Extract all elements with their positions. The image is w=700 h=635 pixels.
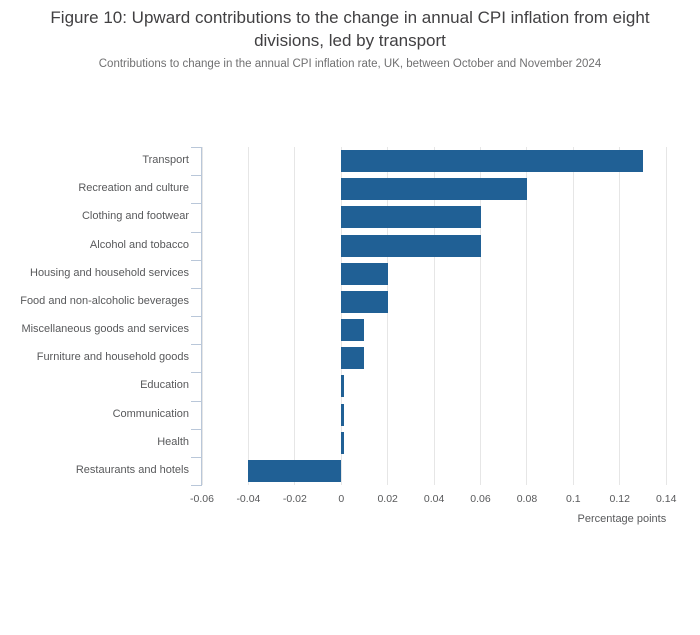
category-label: Furniture and household goods — [36, 351, 189, 364]
category-label: Education — [140, 379, 189, 392]
y-axis-tick — [191, 372, 201, 374]
bar[interactable] — [341, 206, 481, 229]
y-axis-tick — [191, 456, 201, 458]
y-axis-tick — [191, 287, 201, 289]
x-tick-label: 0.06 — [470, 493, 491, 505]
gridline — [480, 147, 482, 485]
y-axis-tick — [191, 203, 201, 205]
bar[interactable] — [341, 403, 344, 426]
gridline — [201, 147, 203, 485]
x-axis-title: Percentage points — [577, 513, 667, 525]
gridline — [433, 147, 435, 485]
x-tick-label: -0.04 — [236, 493, 261, 505]
y-axis-tick — [191, 175, 201, 177]
x-tick-label: 0.14 — [655, 493, 677, 505]
gridline — [387, 147, 389, 485]
gridline — [665, 147, 667, 485]
bar[interactable] — [248, 459, 342, 482]
chart-subtitle: Contributions to change in the annual CP… — [98, 58, 602, 70]
x-tick-label: 0 — [338, 493, 345, 505]
gridline — [572, 147, 574, 485]
gridline — [340, 147, 342, 485]
category-label: Health — [157, 435, 189, 448]
x-tick-label: 0.02 — [377, 493, 398, 505]
y-axis-tick — [191, 485, 201, 486]
gridline — [294, 147, 296, 485]
bar[interactable] — [341, 347, 365, 370]
bar[interactable] — [341, 375, 344, 398]
category-label: Clothing and footwear — [81, 210, 189, 223]
y-axis-tick — [191, 344, 201, 346]
y-axis-tick — [191, 147, 201, 148]
gridline — [526, 147, 528, 485]
x-tick-label: 0.08 — [516, 493, 538, 505]
category-label: Recreation and culture — [78, 182, 189, 195]
bar[interactable] — [341, 178, 527, 201]
y-axis-tick — [191, 231, 201, 233]
y-axis-tick — [191, 428, 201, 430]
bar[interactable] — [341, 234, 481, 257]
bar[interactable] — [341, 150, 643, 173]
category-label: Alcohol and tobacco — [89, 238, 189, 251]
x-tick-label: -0.06 — [190, 493, 214, 505]
bar[interactable] — [341, 319, 365, 342]
x-tick-label: 0.12 — [609, 493, 630, 505]
category-label: Restaurants and hotels — [75, 463, 189, 476]
x-tick-label: -0.02 — [282, 493, 307, 505]
gridline — [247, 147, 249, 485]
y-axis-tick — [191, 259, 201, 261]
category-label: Transport — [142, 154, 189, 167]
bar[interactable] — [341, 431, 344, 454]
y-axis-line — [201, 147, 202, 486]
x-tick-label: 0.1 — [566, 493, 581, 505]
x-tick-label: 0.04 — [423, 493, 445, 505]
category-label: Miscellaneous goods and services — [21, 323, 189, 336]
gridline — [619, 147, 621, 485]
bar[interactable] — [341, 290, 388, 313]
category-label: Housing and household services — [30, 266, 189, 279]
category-label: Food and non-alcoholic beverages — [20, 294, 189, 307]
category-label: Communication — [112, 407, 189, 420]
y-axis-tick — [191, 316, 201, 317]
y-axis-tick — [191, 400, 201, 402]
chart-title: Figure 10: Upward contributions to the c… — [50, 8, 650, 50]
bar[interactable] — [341, 262, 388, 285]
